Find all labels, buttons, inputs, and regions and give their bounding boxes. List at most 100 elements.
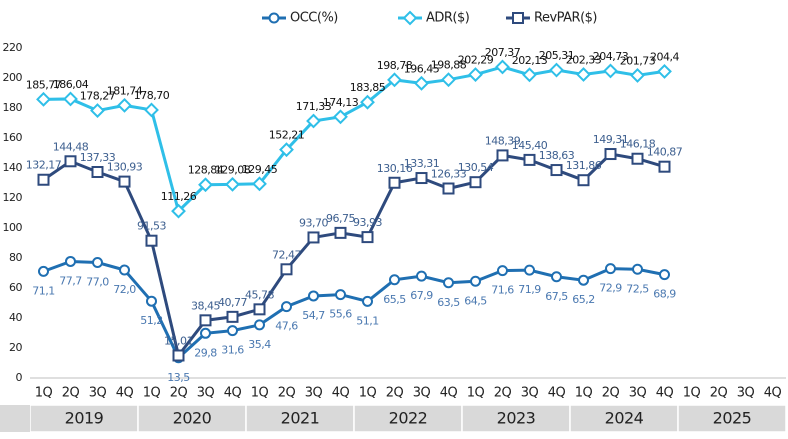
year-cell (245, 404, 355, 433)
data-point (308, 290, 319, 302)
legend-label: RevPAR($) (534, 11, 597, 26)
year-label: 2022 (389, 409, 428, 428)
data-label: 198,88 (431, 59, 467, 72)
data-point (360, 94, 375, 110)
data-label: 178,27 (80, 90, 116, 103)
data-point (38, 265, 49, 277)
x-tick-label: 1Q (35, 386, 53, 401)
data-point (442, 182, 455, 195)
y-tick-label: 140 (3, 161, 23, 174)
data-point (549, 62, 564, 78)
data-label: 133,31 (404, 157, 440, 170)
data-point (144, 102, 159, 118)
data-label: 178,70 (134, 89, 170, 102)
legend-label: ADR($) (426, 11, 469, 26)
data-point (630, 67, 645, 83)
data-label: 202,13 (512, 54, 548, 67)
y-tick-label: 180 (3, 101, 23, 114)
data-point (146, 295, 157, 307)
data-point (605, 263, 616, 275)
x-tick-label: 3Q (89, 386, 107, 401)
data-label: 51,2 (140, 314, 163, 327)
year-label: 2025 (713, 409, 752, 428)
data-label: 144,48 (53, 140, 89, 153)
data-point (92, 257, 103, 268)
data-point (631, 152, 644, 165)
data-label: 204,4 (650, 50, 679, 63)
x-tick-label: 2Q (62, 386, 80, 401)
data-point (64, 155, 77, 168)
data-point (226, 310, 239, 323)
data-point (416, 270, 427, 282)
data-label: 202,33 (566, 54, 602, 67)
data-point (254, 319, 265, 331)
x-tick-label: 4Q (440, 386, 458, 401)
data-label: 71,6 (491, 284, 514, 297)
x-tick-label: 1Q (143, 386, 161, 401)
data-label: 47,6 (275, 320, 298, 333)
data-label: 63,5 (437, 296, 460, 309)
data-label: 196,45 (404, 62, 440, 75)
data-label: 54,7 (302, 309, 325, 322)
data-label: 205,31 (539, 49, 575, 62)
y-tick-label: 100 (3, 221, 23, 234)
data-point (117, 97, 132, 113)
data-point (441, 72, 456, 88)
data-point (470, 275, 481, 287)
data-label: 183,85 (350, 81, 386, 94)
data-point (37, 173, 50, 186)
data-label: 51,1 (356, 314, 379, 327)
data-label: 186,04 (53, 78, 89, 91)
year-label: 2020 (173, 409, 212, 428)
data-point (657, 63, 672, 79)
year-label: 2021 (281, 409, 320, 428)
data-label: 148,39 (485, 134, 521, 147)
data-label: 68,9 (653, 288, 676, 301)
data-point (604, 148, 617, 161)
data-label: 35,4 (248, 338, 271, 351)
data-label: 207,37 (485, 46, 521, 59)
data-point (252, 176, 267, 192)
data-point (119, 264, 130, 276)
data-point (632, 263, 643, 275)
data-point (91, 166, 104, 179)
data-label: 131,86 (566, 159, 602, 172)
legend-label: OCC(%) (290, 11, 338, 26)
year-cell (353, 404, 463, 433)
data-label: 72,0 (113, 283, 136, 296)
data-label: 174,13 (323, 96, 359, 109)
data-point (307, 231, 320, 244)
data-point (335, 289, 346, 301)
data-label: 181,74 (107, 84, 143, 97)
data-point (469, 176, 482, 189)
data-label: 171,33 (296, 100, 332, 113)
x-tick-label: 1Q (359, 386, 377, 401)
data-point (225, 176, 240, 192)
data-point (198, 177, 213, 193)
data-label: 128,84 (188, 164, 224, 177)
data-point (659, 269, 670, 281)
data-point (334, 226, 347, 239)
data-label: 31,6 (221, 344, 244, 357)
data-label: 202,29 (458, 54, 494, 67)
data-point (280, 263, 293, 276)
data-point (172, 349, 185, 362)
data-point (497, 265, 508, 277)
data-label: 71,1 (32, 284, 55, 297)
series-line (42, 259, 665, 361)
data-point (658, 160, 671, 173)
x-tick-label: 2Q (278, 386, 296, 401)
data-point (65, 255, 76, 267)
data-point (603, 63, 618, 79)
year-label: 2023 (497, 409, 536, 428)
data-label: 145,40 (512, 139, 548, 152)
data-point (199, 314, 212, 327)
data-label: 111,26 (161, 190, 197, 203)
x-tick-label: 4Q (764, 386, 782, 401)
x-tick-label: 3Q (521, 386, 539, 401)
data-label: 129,08 (215, 163, 251, 176)
data-label: 29,8 (194, 346, 217, 359)
data-point (576, 67, 591, 82)
y-tick-label: 220 (3, 41, 23, 54)
x-tick-label: 1Q (683, 386, 701, 401)
